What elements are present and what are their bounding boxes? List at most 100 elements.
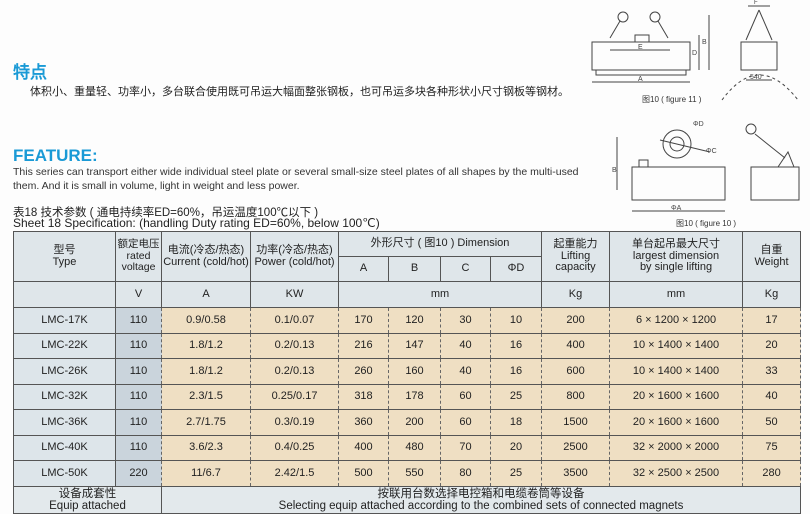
label-phi-a: ΦA xyxy=(671,205,682,212)
header-dim-b: B xyxy=(388,256,441,282)
table-cell: 10 × 1400 × 1400 xyxy=(609,358,744,385)
figure-11-front-view: E A B D 图10 ( figure 11 ) xyxy=(591,11,710,104)
header-weight-cn: 自重 xyxy=(760,244,783,256)
table-cell: 32 × 2500 × 2500 xyxy=(609,460,744,487)
table-cell: 110 xyxy=(115,409,162,436)
figure-10-side-view xyxy=(745,123,800,201)
table-row: LMC-50K 220 11/6.7 2.42/1.5 500 550 80 25 3500 32… xyxy=(13,460,802,487)
table-cell: 500 xyxy=(338,460,389,487)
unit-largest: mm xyxy=(609,281,744,308)
table-cell: 1.8/1.2 xyxy=(161,332,251,359)
unit-voltage: V xyxy=(115,281,162,308)
label-540: 540 xyxy=(750,74,762,81)
table-cell: 33 xyxy=(742,358,802,385)
footer-label-cn: 设备成套性 xyxy=(58,487,117,500)
features-en-text: This series can transport either wide in… xyxy=(13,166,579,192)
label-f: F xyxy=(754,0,758,6)
table-cell: 0.4/0.25 xyxy=(250,434,339,461)
table-cell: 0.2/0.13 xyxy=(250,358,339,385)
table-cell: LMC-17K xyxy=(13,307,116,334)
header-voltage-en1: rated xyxy=(126,249,151,262)
spec-table: 型号 Type 额定电压 rated voltage 电流(冷态/热态) Current… xyxy=(13,231,802,514)
table-cell: 170 xyxy=(338,307,389,334)
header-dim-a: A xyxy=(338,256,389,282)
table-cell: 25 xyxy=(489,460,543,487)
table-cell: 60 xyxy=(440,409,491,436)
header-largest: 单台起吊最大尺寸 largest dimension by single lifti… xyxy=(609,231,744,282)
table-row: LMC-22K 110 1.8/1.2 0.2/0.13 216 147 40 16 400 10… xyxy=(13,332,802,359)
table-row: LMC-32K 110 2.3/1.5 0.25/0.17 318 178 60 25 800 2… xyxy=(13,383,802,410)
figure-11-caption: 图10 ( figure 11 ) xyxy=(642,95,702,104)
features-cn-text: 体积小、重量轻、功率小，多台联合使用既可吊运大幅面整张钢板，也可吊运多块各种形状… xyxy=(30,86,569,98)
table-cell: 280 xyxy=(742,460,802,487)
table-cell: 110 xyxy=(115,434,162,461)
header-voltage-en2: voltage xyxy=(121,261,156,274)
header-power-cn: 功率(冷态/热态) xyxy=(256,244,333,256)
footer-label-en: Equip attached xyxy=(49,499,126,512)
header-largest-en1: largest dimension xyxy=(632,249,720,262)
figure-10-caption: 图10 ( figure 10 ) xyxy=(676,219,736,228)
header-current: 电流(冷态/热态) Current (cold/hot) xyxy=(161,231,251,282)
table-cell: LMC-50K xyxy=(13,460,116,487)
header-lifting-en: Lifting capacity xyxy=(555,249,596,274)
header-lifting-cn: 起重能力 xyxy=(553,238,598,251)
label-b: B xyxy=(612,167,617,174)
table-cell: 20 xyxy=(742,332,802,359)
table-cell: 1500 xyxy=(541,409,611,436)
table-cell: 318 xyxy=(338,383,389,410)
table-cell: 3.6/2.3 xyxy=(161,434,251,461)
table-cell: 120 xyxy=(388,307,441,334)
table-cell: 75 xyxy=(742,434,802,461)
table-cell: 200 xyxy=(541,307,611,334)
header-voltage: 额定电压 rated voltage xyxy=(115,231,162,282)
table-cell: 40 xyxy=(440,358,491,385)
table-cell: 16 xyxy=(489,358,543,385)
table-cell: 20 xyxy=(489,434,543,461)
table-cell: 110 xyxy=(115,332,162,359)
header-voltage-cn: 额定电压 xyxy=(117,238,160,251)
table-cell: 178 xyxy=(388,383,441,410)
table-cell: 10 xyxy=(489,307,543,334)
header-current-en: Current (cold/hot) xyxy=(163,255,249,268)
table-cell: 32 × 2000 × 2000 xyxy=(609,434,744,461)
label-a: A xyxy=(638,76,643,83)
header-weight: 自重 Weight xyxy=(742,231,802,282)
header-lifting: 起重能力 Lifting capacity xyxy=(541,231,611,282)
unit-dimension: mm xyxy=(337,281,543,308)
header-power-en: Power (cold/hot) xyxy=(254,255,335,268)
sheet-caption-en: Sheet 18 Specification: (handling Duty r… xyxy=(13,216,380,230)
table-cell: 0.1/0.07 xyxy=(250,307,339,334)
table-cell: 40 xyxy=(440,332,491,359)
label-d: D xyxy=(692,50,697,57)
table-row: LMC-40K 110 3.6/2.3 0.4/0.25 400 480 70 20 2500 3… xyxy=(13,434,802,461)
table-cell: LMC-22K xyxy=(13,332,116,359)
table-cell: 0.3/0.19 xyxy=(250,409,339,436)
header-type: 型号 Type xyxy=(13,231,116,282)
table-cell: 16 xyxy=(489,332,543,359)
table-cell: 2.42/1.5 xyxy=(250,460,339,487)
footer-text-en: Selecting equip attached according to th… xyxy=(278,499,684,512)
table-cell: 2500 xyxy=(541,434,611,461)
footer-text-cn: 按联用台数选择电控箱和电缆卷筒等设备 xyxy=(377,487,585,500)
unit-weight: Kg xyxy=(742,281,802,308)
table-cell: 160 xyxy=(388,358,441,385)
figure-11-side-view: F 540 xyxy=(721,0,799,101)
table-cell: 60 xyxy=(440,383,491,410)
header-dimension: 外形尺寸 ( 图10 ) Dimension xyxy=(337,231,543,257)
label-phi-c: ΦC xyxy=(706,148,717,155)
table-row: LMC-17K 110 0.9/0.58 0.1/0.07 170 120 30 10 200 6… xyxy=(13,307,802,334)
header-largest-en2: by single lifting xyxy=(639,261,713,274)
table-row: LMC-36K 110 2.7/1.75 0.3/0.19 360 200 60 18 1500… xyxy=(13,409,802,436)
table-cell: 216 xyxy=(338,332,389,359)
table-cell: 30 xyxy=(440,307,491,334)
table-cell: 20 × 1600 × 1600 xyxy=(609,383,744,410)
table-cell: 220 xyxy=(115,460,162,487)
header-type-cn: 型号 xyxy=(53,244,76,256)
table-cell: 147 xyxy=(388,332,441,359)
table-cell: 110 xyxy=(115,307,162,334)
table-cell: 200 xyxy=(388,409,441,436)
table-cell: 0.25/0.17 xyxy=(250,383,339,410)
unit-lifting: Kg xyxy=(541,281,611,308)
table-cell: 10 × 1400 × 1400 xyxy=(609,332,744,359)
